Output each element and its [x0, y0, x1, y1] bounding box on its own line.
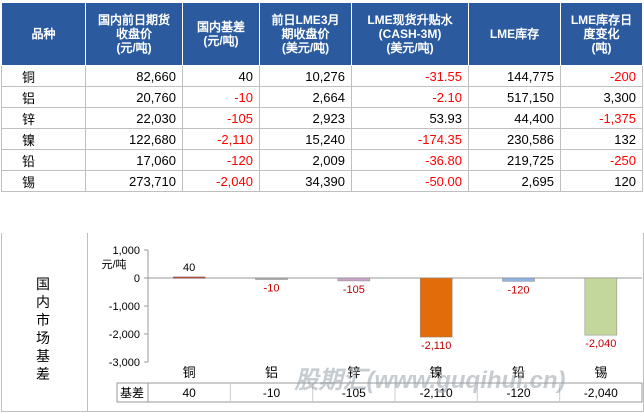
metal-name-cell: 锡	[1, 170, 86, 192]
table-row: 铝 20,760 -10 2,664 -2.10 517,150 3,300	[1, 86, 643, 108]
market-table: 品种 国内前日期货 收盘价 (元/吨) 国内基差 (元/吨) 前日LME3月 期收盘价 (美元/…	[1, 2, 643, 192]
column-header-line: (美元/吨)	[281, 41, 330, 55]
category-label-4: 铅	[512, 365, 525, 380]
column-header-line: LME库存	[489, 27, 540, 41]
table-row: 铅 17,060 -120 2,009 -36.80 219,725 -250	[1, 149, 643, 171]
data-table-value-1: -10	[263, 386, 281, 400]
category-label-1: 铝	[265, 365, 278, 380]
category-label-0: 铜	[183, 365, 196, 380]
column-header-0: 品种	[1, 2, 86, 66]
column-header-6: LME库存日 度变化 (吨)	[560, 2, 643, 66]
column-header-line: 期收盘价	[281, 27, 330, 41]
column-header-line: 前日LME3月	[271, 13, 340, 27]
value-cell: -120	[182, 149, 260, 171]
data-label-5: -2,040	[585, 338, 616, 350]
column-header-line: (CASH-3M)	[378, 27, 442, 41]
column-header-line: (元/吨)	[116, 41, 152, 55]
value-cell: 273,710	[85, 170, 183, 192]
metal-name-cell: 铝	[1, 86, 86, 108]
y-tick-label: -1,000	[109, 301, 140, 313]
column-header-line: 品种	[31, 27, 56, 41]
bar-2	[337, 277, 371, 282]
chart-panel: 国内市场基差	[1, 233, 644, 412]
data-table-value-4: -120	[506, 386, 530, 400]
data-table-value-0: 40	[182, 386, 196, 400]
column-header-line: (美元/吨)	[386, 41, 434, 55]
category-label-2: 锌	[347, 365, 360, 380]
column-header-line: 度变化	[583, 27, 620, 41]
y-axis-label: 元/吨	[101, 258, 126, 271]
value-cell: 3,300	[560, 86, 643, 108]
value-cell: 2,695	[468, 170, 561, 192]
metal-name-cell: 铜	[1, 65, 86, 87]
column-header-line: (元/吨)	[203, 34, 239, 48]
bar-1	[255, 277, 288, 280]
value-cell: 20,760	[85, 86, 183, 108]
value-cell: -10	[182, 86, 260, 108]
value-cell: 44,400	[468, 107, 561, 129]
side-label-cell: 国内市场基差	[2, 233, 88, 411]
data-label-1: -10	[264, 283, 280, 295]
table-body: 铜 82,660 40 10,276 -31.55 144,775 -200 铝 20,760-…	[1, 65, 643, 192]
value-cell: 230,586	[468, 128, 561, 150]
column-header-line: (吨)	[591, 41, 612, 55]
value-cell: 34,390	[259, 170, 352, 192]
data-label-4: -120	[507, 284, 529, 296]
column-header-line: 国内基差	[196, 20, 245, 34]
column-header-line: 国内前日期货	[97, 13, 170, 27]
category-label-3: 镍	[430, 365, 443, 380]
column-header-3: 前日LME3月 期收盘价 (美元/吨)	[259, 2, 352, 66]
y-tick-label: 1,000	[112, 245, 140, 257]
bar-0	[172, 276, 206, 279]
value-cell: 122,680	[85, 128, 183, 150]
column-header-line: LME现货升贴水	[367, 13, 453, 27]
column-header-2: 国内基差 (元/吨)	[182, 2, 260, 66]
watermark-text: 股期汇(www.guqihui.cn)	[293, 367, 565, 394]
data-label-0: 40	[183, 262, 195, 274]
column-header-line: 收盘价	[115, 27, 152, 41]
bar-4	[502, 277, 535, 282]
metal-name-cell: 镍	[1, 128, 86, 150]
data-table-frame	[116, 382, 643, 403]
bar-3	[419, 277, 453, 338]
data-label-3: -2,110	[421, 340, 451, 352]
category-label-5: 锡	[594, 365, 607, 380]
table-row: 锌 22,030 -105 2,923 53.93 44,400 -1,375	[1, 107, 643, 129]
data-table-label: 基差	[120, 386, 144, 400]
value-cell: 53.93	[351, 107, 469, 129]
bar-5	[584, 277, 618, 336]
value-cell: 120	[560, 170, 643, 192]
data-table-value-5: -2,040	[584, 386, 618, 400]
data-table-value-2: -105	[342, 386, 366, 400]
y-tick-label: -3,000	[109, 357, 140, 369]
data-table-value-3: -2,110	[420, 386, 453, 400]
data-label-2: -105	[343, 284, 365, 296]
side-label: 国内市场基差	[36, 276, 50, 382]
value-cell: -2.10	[351, 86, 469, 108]
table-row: 锡 273,710 -2,040 34,390 -50.00 2,695 120	[1, 170, 643, 192]
y-tick-label: 0	[134, 273, 140, 285]
y-tick-label: -2,000	[109, 329, 140, 341]
column-header-line: LME库存日	[570, 13, 633, 27]
column-header-4: LME现货升贴水 (CASH-3M) (美元/吨)	[351, 2, 469, 66]
table-header-row: 品种 国内前日期货 收盘价 (元/吨) 国内基差 (元/吨) 前日LME3月 期收盘价 (美元/…	[1, 2, 643, 66]
